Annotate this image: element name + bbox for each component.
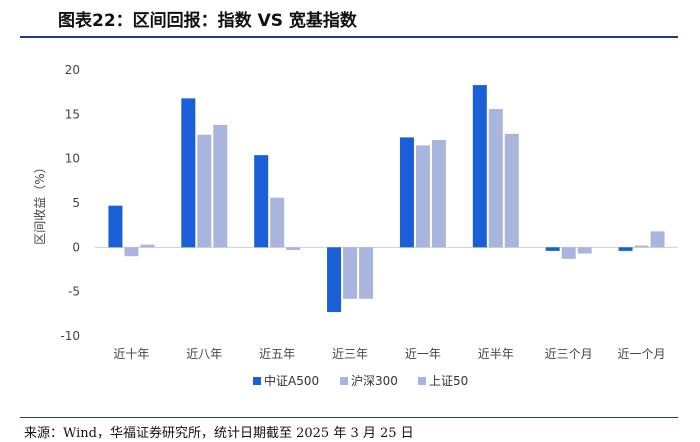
x-tick-label: 近三个月 xyxy=(545,347,593,361)
bar-上证50-近一年 xyxy=(431,140,446,248)
x-tick-label: 近一个月 xyxy=(618,347,666,361)
legend-swatch-沪深300 xyxy=(340,377,348,385)
y-tick-label: 5 xyxy=(72,196,80,210)
y-tick-label: 10 xyxy=(65,152,80,166)
y-tick-label: -10 xyxy=(60,329,80,343)
bar-中证A500-近五年 xyxy=(254,155,269,248)
bar-上证50-近半年 xyxy=(504,133,519,248)
bar-沪深300-近三个月 xyxy=(561,247,576,259)
footer-divider xyxy=(20,417,678,418)
bar-chart: -10 -5 0 5 10 15 20 区间收益（%） 近十年 近八年 近五年 近三年 近一年 近半年 近三… xyxy=(33,63,678,388)
bar-沪深300-近半年 xyxy=(488,109,503,248)
chart-title: 图表22：区间回报：指数 VS 宽基指数 xyxy=(58,11,357,31)
title-divider xyxy=(20,36,678,38)
x-tick-label: 近五年 xyxy=(259,347,295,361)
bar-上证50-近五年 xyxy=(286,247,301,250)
bar-沪深300-近五年 xyxy=(270,197,285,248)
bar-上证50-近一个月 xyxy=(650,231,665,248)
bar-沪深300-近一年 xyxy=(415,145,430,248)
y-tick-label: -5 xyxy=(68,285,80,299)
legend-swatch-上证50 xyxy=(418,377,426,385)
y-tick-label: 20 xyxy=(65,63,80,77)
y-tick-label: 0 xyxy=(72,240,80,254)
source-note: 来源：Wind，华福证券研究所，统计日期截至 2025 年 3 月 25 日 xyxy=(24,426,414,441)
bar-中证A500-近八年 xyxy=(181,98,196,248)
legend-label: 中证A500 xyxy=(264,373,319,388)
bar-中证A500-近三年 xyxy=(327,247,342,313)
bar-中证A500-近三个月 xyxy=(545,247,560,251)
legend-label: 沪深300 xyxy=(351,374,398,388)
bar-沪深300-近一个月 xyxy=(634,245,649,248)
y-axis-label: 区间收益（%） xyxy=(33,161,47,244)
x-tick-label: 近八年 xyxy=(186,347,222,361)
bar-沪深300-近八年 xyxy=(197,134,212,248)
bar-沪深300-近十年 xyxy=(124,247,139,257)
x-tick-label: 近三年 xyxy=(332,347,368,361)
bar-中证A500-近半年 xyxy=(472,85,487,248)
x-tick-label: 近一年 xyxy=(405,347,441,361)
x-tick-label: 近半年 xyxy=(478,347,514,361)
bar-上证50-近十年 xyxy=(140,244,155,248)
y-tick-label: 15 xyxy=(65,107,80,121)
x-tick-label: 近十年 xyxy=(113,347,149,361)
bar-上证50-近八年 xyxy=(213,124,228,248)
bar-沪深300-近三年 xyxy=(343,247,358,299)
bar-上证50-近三个月 xyxy=(577,247,592,254)
bar-上证50-近三年 xyxy=(359,247,374,299)
bar-中证A500-近一年 xyxy=(399,137,414,248)
legend-swatch-中证A500 xyxy=(253,377,261,385)
bar-中证A500-近十年 xyxy=(108,205,123,248)
bar-中证A500-近一个月 xyxy=(618,247,633,251)
legend-label: 上证50 xyxy=(429,374,468,388)
